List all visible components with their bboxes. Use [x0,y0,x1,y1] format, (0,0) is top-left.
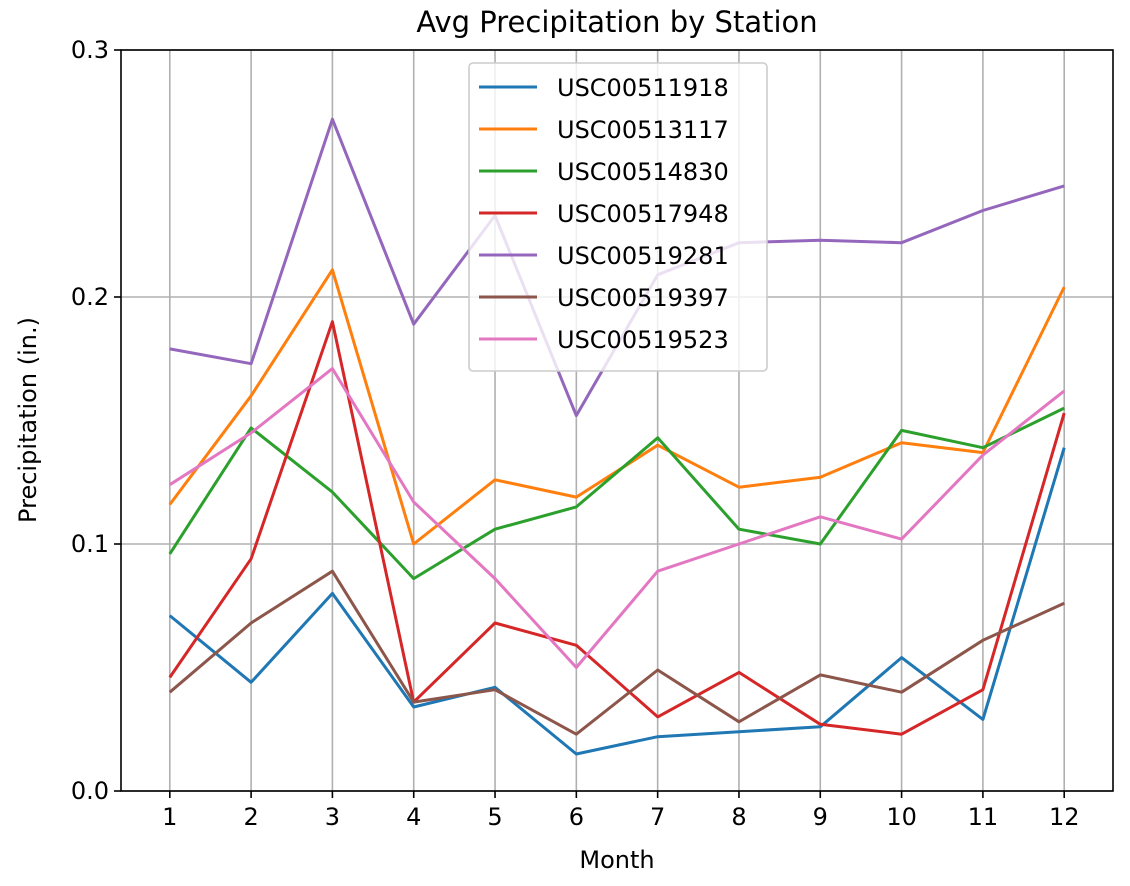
x-tick-label: 4 [406,803,421,831]
series-line-USC00511918 [168,447,1066,756]
series-line-USC00514830 [168,406,1065,581]
x-tick-label: 2 [243,803,258,831]
legend-label: USC00511918 [557,74,729,102]
series-line-USC00519523 [168,367,1066,669]
legend-label: USC00519523 [557,326,729,354]
y-tick-label: 0.2 [71,283,109,311]
legend-label: USC00514830 [557,158,729,186]
legend-label: USC00519281 [557,242,729,270]
legend: USC00511918 USC00513117 USC00514830 USC0051… [468,62,768,372]
x-tick-label: 1 [162,803,177,831]
legend-label: USC00517948 [557,200,729,228]
x-axis-label: Month [579,846,654,874]
legend-box [468,62,768,372]
x-tick-label: 9 [813,803,828,831]
x-tick-label: 5 [487,803,502,831]
x-tick-label: 12 [1049,803,1080,831]
y-axis-label: Precipitation (in.) [14,317,42,523]
x-tick-label: 8 [731,803,746,831]
chart-title: Avg Precipitation by Station [416,5,817,39]
y-tick-label: 0.1 [71,530,109,558]
plot-frame [120,49,1114,792]
legend-label: USC00513117 [557,116,729,144]
x-tick-label: 11 [968,803,999,831]
axes: 1 2 3 4 5 6 7 8 9 10 11 120.00.10.20.3 [71,36,1080,831]
legend-label: USC00519397 [557,284,729,312]
series-lines [168,117,1066,756]
y-tick-label: 0.0 [71,777,109,805]
series-line-USC00517948 [168,320,1066,736]
x-tick-label: 3 [325,803,340,831]
series-line-USC00519397 [168,569,1065,736]
x-tick-label: 10 [886,803,917,831]
x-tick-label: 6 [569,803,584,831]
y-tick-label: 0.3 [71,36,109,64]
x-tick-label: 7 [650,803,665,831]
